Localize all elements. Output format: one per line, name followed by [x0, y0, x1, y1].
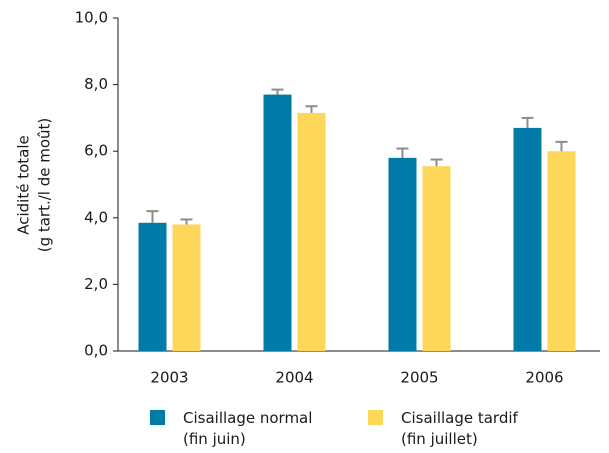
error-bar [521, 116, 534, 128]
legend-label: Cisaillage normal (fin juin) [183, 409, 312, 448]
error-bar [430, 158, 443, 167]
bar [138, 222, 167, 351]
x-tick-label: 2004 [275, 369, 313, 387]
error-bar [305, 105, 318, 113]
legend-swatch [150, 410, 165, 425]
bar [422, 166, 451, 351]
y-axis-label: Acidité totale [15, 135, 33, 235]
y-tick-label: 10,0 [75, 9, 108, 27]
x-tick-label: 2005 [400, 369, 438, 387]
bar [547, 151, 576, 351]
y-axis-label: (g tart./l de moût) [36, 118, 54, 253]
y-tick-label: 8,0 [84, 75, 108, 93]
legend-label: Cisaillage tardif (fin juillet) [401, 409, 519, 448]
y-tick-label: 4,0 [84, 208, 108, 226]
error-bar [396, 147, 409, 158]
bar [172, 224, 201, 351]
y-tick-label: 2,0 [84, 275, 108, 293]
y-tick-label: 6,0 [84, 142, 108, 160]
legend-swatch [368, 410, 383, 425]
bar [513, 127, 542, 351]
y-tick-label: 0,0 [84, 342, 108, 360]
x-tick-label: 2003 [150, 369, 188, 387]
error-bar [271, 88, 284, 95]
bar [297, 112, 326, 351]
error-bar [146, 210, 159, 223]
error-bar [555, 140, 568, 152]
bar [263, 94, 292, 351]
bar [388, 157, 417, 351]
x-tick-label: 2006 [525, 369, 563, 387]
error-bar [180, 218, 193, 225]
